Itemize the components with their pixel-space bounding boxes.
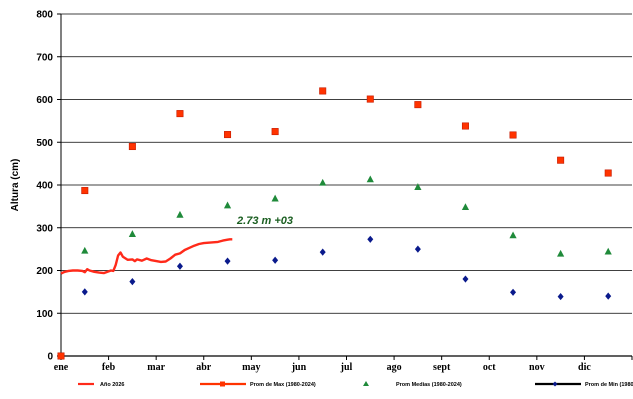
y-tick-label: 500: [36, 138, 53, 149]
x-tick-label-ago: ago: [387, 362, 402, 373]
series-line-ano-2026: [60, 238, 233, 275]
min-marker: [605, 292, 612, 300]
legend-label: Prom Medias (1980-2024): [396, 382, 462, 388]
media-marker: [557, 249, 565, 257]
legend-marker-min: [552, 381, 558, 387]
max-marker: [366, 95, 374, 103]
x-tick-label-dic: dic: [578, 362, 591, 373]
y-tick-label: 200: [36, 266, 53, 277]
media-marker: [81, 246, 89, 254]
x-tick-label-ene: ene: [54, 362, 69, 373]
x-tick-label-abr: abr: [196, 362, 212, 373]
x-tick-label-mar: mar: [147, 362, 165, 373]
y-tick-label: 600: [36, 95, 53, 106]
y-axis-label: Altura (cm): [10, 159, 21, 212]
min-marker: [462, 275, 469, 283]
min-marker: [129, 278, 136, 286]
min-marker: [224, 257, 231, 265]
max-marker: [319, 87, 327, 95]
x-tick-label-feb: feb: [102, 362, 116, 373]
max-marker: [224, 131, 232, 139]
x-tick-label-nov: nov: [529, 362, 545, 373]
max-marker: [176, 110, 184, 118]
media-marker: [128, 230, 136, 237]
y-tick-label: 0: [47, 352, 53, 363]
y-tick-label: 100: [36, 309, 53, 320]
max-marker: [509, 131, 517, 139]
media-marker: [604, 247, 612, 255]
y-tick-label: 400: [36, 181, 53, 192]
min-marker: [557, 292, 564, 301]
min-marker: [367, 235, 374, 243]
legend-label: Prom de Min (1980-2024): [585, 382, 633, 388]
max-marker: [57, 352, 65, 360]
y-tick-label: 300: [36, 223, 53, 234]
legend-label: Año 2026: [100, 382, 124, 388]
x-tick-label-oct: oct: [483, 362, 496, 373]
max-marker: [128, 143, 136, 151]
media-marker: [509, 231, 517, 239]
min-marker: [81, 288, 88, 296]
max-marker: [604, 169, 612, 177]
x-tick-label-sept: sept: [433, 362, 451, 373]
current-level-annotation: 2.73 m +03: [236, 215, 293, 227]
max-marker: [557, 156, 565, 164]
x-tick-label-may: may: [242, 362, 260, 373]
x-tick-label-jul: jul: [340, 362, 353, 373]
min-marker: [176, 262, 183, 270]
y-tick-label: 800: [36, 10, 53, 21]
max-marker: [414, 101, 422, 109]
min-marker: [319, 248, 326, 256]
media-marker: [223, 201, 232, 209]
max-marker: [271, 128, 279, 136]
media-marker: [366, 175, 374, 183]
min-marker: [272, 256, 279, 264]
legend-label: Prom de Max (1980-2024): [250, 382, 316, 388]
media-marker: [176, 210, 184, 218]
y-tick-label: 700: [36, 52, 53, 63]
min-marker: [414, 245, 421, 253]
legend-marker-media: [363, 381, 369, 386]
media-marker: [461, 203, 470, 211]
legend-marker-max: [220, 381, 225, 387]
min-marker: [510, 288, 517, 296]
max-marker: [81, 187, 89, 195]
media-marker: [319, 178, 327, 186]
media-marker: [414, 183, 422, 190]
media-marker: [271, 194, 279, 202]
x-tick-label-jun: jun: [291, 362, 307, 373]
max-marker: [461, 122, 469, 130]
